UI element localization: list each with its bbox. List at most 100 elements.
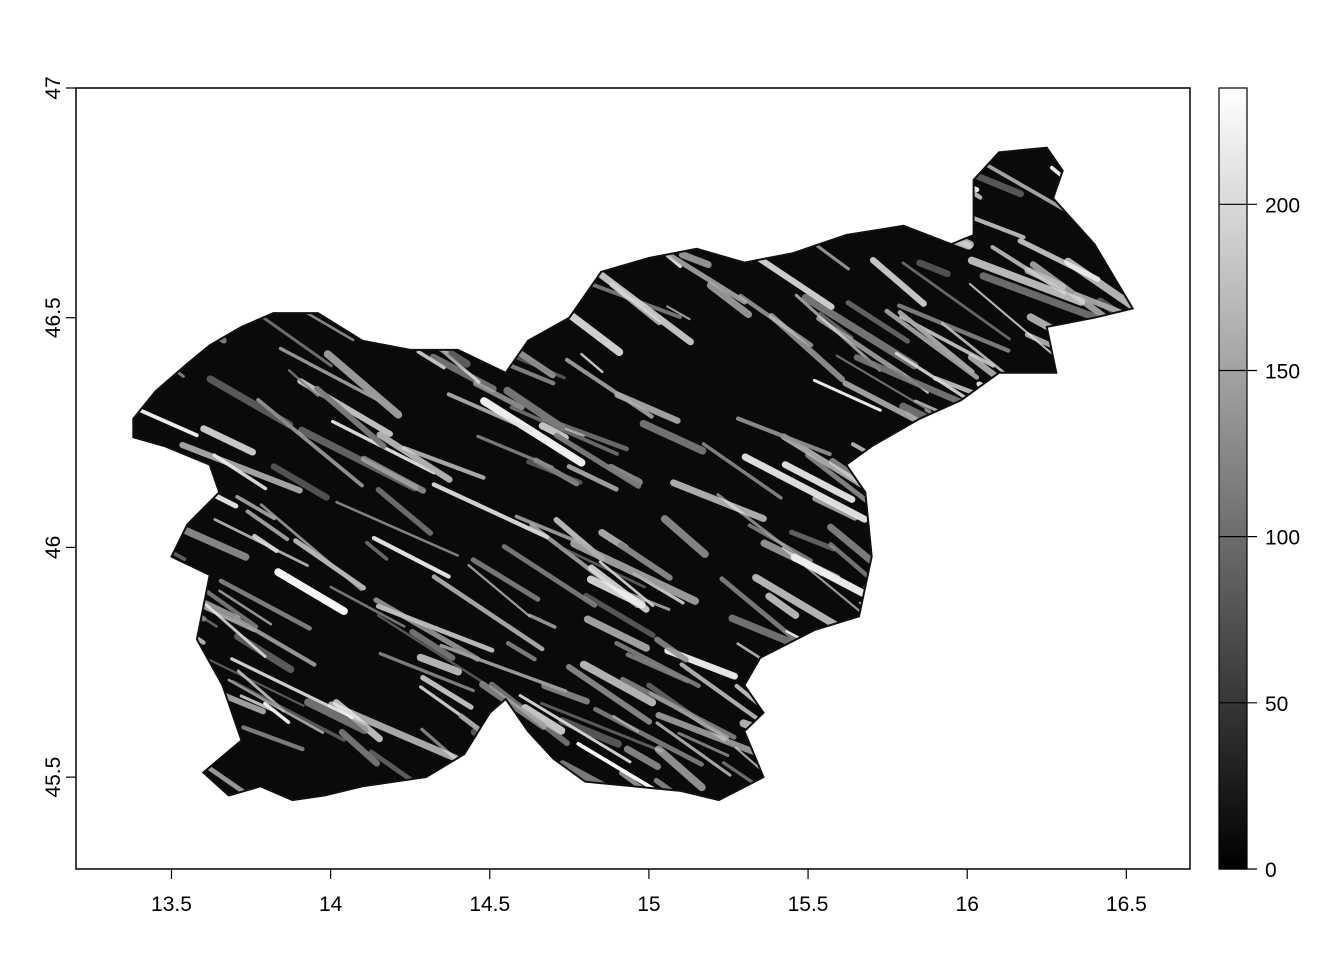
ridge-stroke	[845, 300, 911, 344]
ridge-stroke	[897, 310, 975, 374]
ridge-stroke	[898, 492, 984, 540]
ridge-stroke	[728, 614, 795, 646]
ridge-stroke	[323, 350, 403, 419]
ridge-stroke	[837, 694, 934, 768]
ridge-stroke	[878, 168, 929, 203]
ridge-stroke	[241, 725, 305, 752]
ridge-stroke	[580, 352, 604, 374]
ridge-stroke	[620, 676, 737, 740]
ridge-stroke	[934, 580, 999, 612]
ridge-stroke	[1077, 593, 1133, 656]
ridge-stroke	[639, 147, 712, 167]
x-tick-label: 16.5	[1106, 893, 1147, 916]
ridge-stroke	[287, 369, 320, 398]
ridge-stroke	[1075, 455, 1133, 487]
ridge-stroke	[239, 147, 278, 166]
ridge-stroke	[833, 147, 872, 169]
ridge-stroke	[133, 567, 207, 622]
ridge-stroke	[970, 778, 1000, 795]
ridge-stroke	[976, 381, 1053, 419]
ridge-stroke	[617, 542, 673, 581]
ridge-stroke	[249, 210, 287, 240]
ridge-stroke	[979, 272, 1099, 321]
ridge-stroke	[480, 397, 586, 467]
ridge-stroke	[843, 764, 935, 801]
ridge-stroke	[1063, 360, 1103, 396]
ridge-stroke	[157, 776, 197, 795]
ridge-stroke	[416, 653, 463, 676]
ridge-stroke	[353, 184, 449, 269]
x-axis: 13.5 14 14.5 15 15.5 16 16.5	[151, 868, 1147, 916]
ridge-stroke	[985, 710, 1052, 757]
ridge-stroke	[899, 402, 1008, 460]
ridge-stroke	[816, 164, 942, 236]
ridge-stroke	[360, 455, 427, 494]
ridge-stroke	[196, 212, 317, 280]
ridge-stroke	[972, 417, 1085, 466]
ridge-stroke	[954, 644, 1005, 668]
ridge-stroke	[900, 547, 944, 585]
ridge-stroke	[771, 670, 827, 716]
ridge-stroke	[865, 583, 947, 620]
ridge-stroke	[869, 781, 977, 801]
ridge-stroke	[818, 663, 932, 741]
ridge-stroke	[325, 286, 444, 337]
ridge-stroke	[749, 251, 835, 310]
y-axis: 45.5 46 46.5 47	[42, 76, 76, 798]
ridge-stroke	[1060, 633, 1114, 675]
ridge-stroke	[818, 311, 854, 339]
ridge-stroke	[752, 573, 845, 633]
ridge-stroke	[654, 745, 706, 792]
ridge-stroke	[133, 772, 166, 801]
ridge-stroke	[1071, 670, 1122, 696]
ridge-stroke	[470, 557, 541, 602]
ridge-stroke	[377, 614, 486, 685]
ridge-stroke	[431, 278, 509, 319]
ridge-stroke	[750, 147, 802, 165]
ridge-stroke	[771, 735, 856, 784]
ridge-stroke	[893, 147, 983, 200]
ridge-stroke	[292, 290, 336, 316]
ridge-stroke	[466, 147, 588, 202]
ridge-stroke	[941, 322, 1010, 378]
ridge-stroke	[1071, 684, 1133, 730]
ridge-stroke	[555, 147, 651, 207]
ridge-stroke	[1032, 551, 1099, 596]
ridge-stroke	[566, 664, 653, 725]
ridge-stroke	[338, 729, 381, 767]
ridge-stroke	[225, 180, 315, 225]
ridge-stroke	[1107, 147, 1133, 164]
ridge-stroke	[1081, 380, 1133, 431]
ridge-stroke	[863, 585, 974, 663]
ridge-stroke	[473, 214, 569, 256]
ridge-stroke	[861, 629, 962, 692]
ridge-stroke	[371, 535, 451, 579]
ridge-stroke	[566, 464, 619, 492]
ridge-stroke	[503, 386, 566, 432]
ridge-stroke	[1042, 657, 1068, 678]
ridge-stroke	[739, 719, 851, 766]
ridge-stroke	[995, 736, 1058, 773]
ridge-stroke	[386, 232, 422, 258]
ridge-stroke	[1036, 642, 1133, 704]
ridge-stroke	[518, 694, 632, 764]
ridge-stroke	[1065, 371, 1092, 393]
ridge-stroke	[488, 681, 570, 747]
ridge-stroke	[553, 432, 642, 489]
ridge-stroke	[564, 357, 654, 419]
ridge-stroke	[179, 441, 303, 494]
ridge-stroke	[133, 217, 169, 251]
ridge-stroke	[655, 721, 732, 777]
ridge-stroke	[439, 643, 568, 693]
ridge-stroke	[1008, 503, 1043, 525]
ridge-stroke	[819, 776, 923, 801]
ridge-stroke	[892, 523, 990, 565]
ridge-stroke	[847, 744, 961, 801]
y-tick-label: 46	[42, 536, 65, 559]
ridge-stroke	[514, 514, 582, 545]
ridge-stroke	[1043, 729, 1133, 783]
legend-tick-label: 200	[1265, 194, 1300, 217]
ridge-stroke	[252, 533, 279, 553]
ridge-stroke	[133, 698, 210, 783]
ridge-stroke	[133, 679, 204, 744]
